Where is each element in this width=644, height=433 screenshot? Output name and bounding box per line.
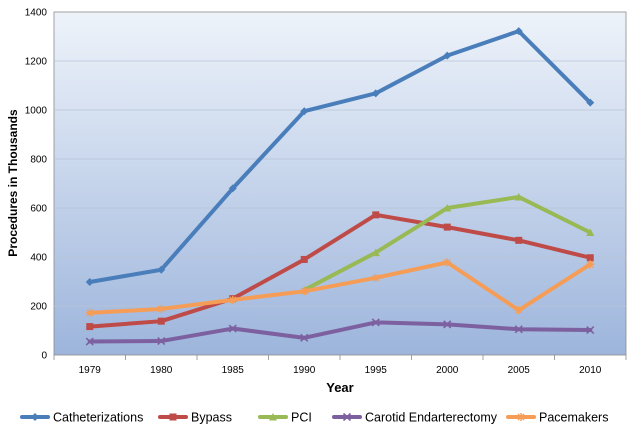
bypass-point bbox=[586, 254, 594, 262]
catheterizations-point bbox=[85, 277, 94, 286]
legend-marker bbox=[342, 412, 352, 422]
y-tick-label: 1200 bbox=[25, 57, 48, 68]
pacemakers-point bbox=[371, 273, 380, 282]
legend-item-catheterizations: Catheterizations bbox=[20, 411, 143, 425]
x-tick-label: 2010 bbox=[579, 365, 602, 376]
legend-item-pci: PCI bbox=[258, 411, 312, 425]
catheterizations-point bbox=[443, 51, 452, 60]
pacemakers-point bbox=[228, 295, 237, 304]
carotid-endarterectomy-point bbox=[371, 318, 380, 327]
y-tick-label: 800 bbox=[30, 155, 47, 166]
legend-marker bbox=[517, 413, 525, 421]
legend-label: Carotid Endarterectomy bbox=[365, 411, 498, 425]
legend-item-carotid-endarterectomy: Carotid Endarterectomy bbox=[332, 411, 498, 425]
y-tick-label: 0 bbox=[41, 351, 47, 362]
x-tick-label: 2000 bbox=[436, 365, 459, 376]
bypass-point bbox=[86, 323, 94, 331]
pci-point bbox=[443, 204, 452, 212]
gridlines bbox=[54, 60, 626, 307]
series-carotid-endarterectomy bbox=[85, 318, 595, 346]
carotid-endarterectomy-point bbox=[586, 325, 595, 335]
carotid-endarterectomy-point bbox=[85, 337, 94, 346]
legend-item-pacemakers: Pacemakers bbox=[506, 411, 608, 425]
bypass-line bbox=[87, 212, 593, 329]
carotid-endarterectomy-point bbox=[514, 325, 523, 334]
y-tick-label: 200 bbox=[30, 302, 47, 313]
pacemakers-line bbox=[87, 260, 593, 315]
legend-item-bypass: Bypass bbox=[158, 411, 232, 425]
bypass-point bbox=[443, 223, 451, 231]
legend-label: Catheterizations bbox=[53, 411, 143, 425]
carotid-endarterectomy-point bbox=[300, 333, 309, 342]
pacemakers-point bbox=[586, 260, 595, 269]
x-axis-label: Year bbox=[326, 380, 353, 395]
bypass-point bbox=[372, 211, 380, 219]
y-axis-label: Procedures in Thousands bbox=[6, 109, 20, 257]
pacemakers-point bbox=[300, 287, 309, 296]
pacemakers-point bbox=[443, 258, 452, 267]
catheterizations-point bbox=[228, 184, 237, 193]
axes: 0 200 400 600 800 1000 1200 1400 1979 1980 1985 199… bbox=[25, 8, 627, 376]
legend-marker bbox=[269, 413, 277, 421]
pacemakers-point bbox=[514, 306, 523, 315]
x-tick-label: 1990 bbox=[293, 365, 316, 376]
legend-label: Bypass bbox=[191, 411, 232, 425]
pacemakers-point bbox=[85, 308, 94, 317]
catheterizations-point bbox=[300, 107, 309, 116]
bypass-point bbox=[515, 236, 523, 244]
series-catheterizations bbox=[85, 27, 595, 286]
x-tick-label: 1985 bbox=[222, 365, 245, 376]
bypass-point bbox=[300, 255, 308, 263]
carotid-endarterectomy-point bbox=[228, 324, 237, 333]
pci-point bbox=[371, 248, 380, 257]
y-tick-label: 1000 bbox=[25, 106, 48, 117]
x-tick-label: 1980 bbox=[150, 365, 173, 376]
catheterizations-point bbox=[514, 27, 523, 36]
legend: Catheterizations Bypass PCI Carotid Endarte… bbox=[20, 411, 608, 425]
legend-label: PCI bbox=[291, 411, 312, 425]
catheterizations-point bbox=[586, 98, 595, 107]
catheterizations-line bbox=[87, 29, 593, 284]
x-tick-label: 1995 bbox=[365, 365, 388, 376]
carotid-endarterectomy-point bbox=[157, 336, 166, 346]
carotid-endarterectomy-line bbox=[87, 320, 593, 344]
pacemakers-point bbox=[157, 304, 166, 313]
bypass-point bbox=[157, 317, 165, 325]
legend-marker bbox=[169, 413, 177, 421]
series-layer bbox=[85, 27, 595, 346]
carotid-endarterectomy-point bbox=[443, 320, 452, 329]
legend-label: Pacemakers bbox=[539, 411, 608, 425]
plot-area bbox=[53, 11, 627, 356]
pci-point bbox=[514, 192, 523, 201]
legend-marker bbox=[31, 413, 39, 421]
series-pacemakers bbox=[85, 258, 595, 317]
x-tick-label: 2005 bbox=[508, 365, 531, 376]
catheterizations-point bbox=[371, 89, 380, 98]
pci-point bbox=[586, 228, 595, 236]
y-tick-label: 1400 bbox=[25, 8, 48, 19]
x-tick-label: 1979 bbox=[79, 365, 102, 376]
catheterizations-point bbox=[157, 265, 166, 274]
y-tick-label: 400 bbox=[30, 253, 47, 264]
y-tick-label: 600 bbox=[30, 204, 47, 215]
